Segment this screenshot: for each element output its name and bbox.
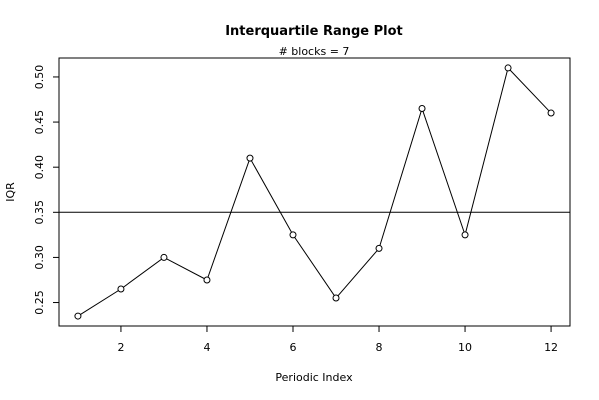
x-tick-label: 8 bbox=[376, 341, 383, 354]
data-point bbox=[332, 294, 340, 302]
data-point bbox=[289, 231, 297, 239]
data-point bbox=[203, 276, 211, 284]
y-tick-label: 0.30 bbox=[33, 245, 46, 270]
x-tick-label: 2 bbox=[117, 341, 124, 354]
y-tick-label: 0.45 bbox=[33, 110, 46, 135]
plot-frame bbox=[58, 57, 571, 327]
x-tick-label: 4 bbox=[203, 341, 210, 354]
data-point bbox=[504, 64, 512, 72]
data-point bbox=[375, 244, 383, 252]
data-point bbox=[246, 154, 254, 162]
data-point bbox=[461, 231, 469, 239]
y-axis-label: IQR bbox=[4, 182, 17, 202]
data-point bbox=[418, 105, 426, 113]
data-point bbox=[117, 285, 125, 293]
data-point bbox=[547, 109, 555, 117]
y-tick-label: 0.35 bbox=[33, 200, 46, 225]
y-tick-label: 0.50 bbox=[33, 65, 46, 90]
x-tick-label: 10 bbox=[458, 341, 472, 354]
data-point bbox=[74, 312, 82, 320]
chart-subtitle: # blocks = 7 bbox=[279, 45, 350, 58]
y-tick-label: 0.25 bbox=[33, 290, 46, 315]
chart-title: Interquartile Range Plot bbox=[225, 24, 403, 39]
data-line bbox=[77, 66, 552, 317]
y-tick-label: 0.40 bbox=[33, 155, 46, 180]
x-tick-label: 6 bbox=[289, 341, 296, 354]
x-axis-label: Periodic Index bbox=[275, 371, 353, 384]
data-point bbox=[160, 253, 168, 261]
x-tick-label: 12 bbox=[544, 341, 558, 354]
